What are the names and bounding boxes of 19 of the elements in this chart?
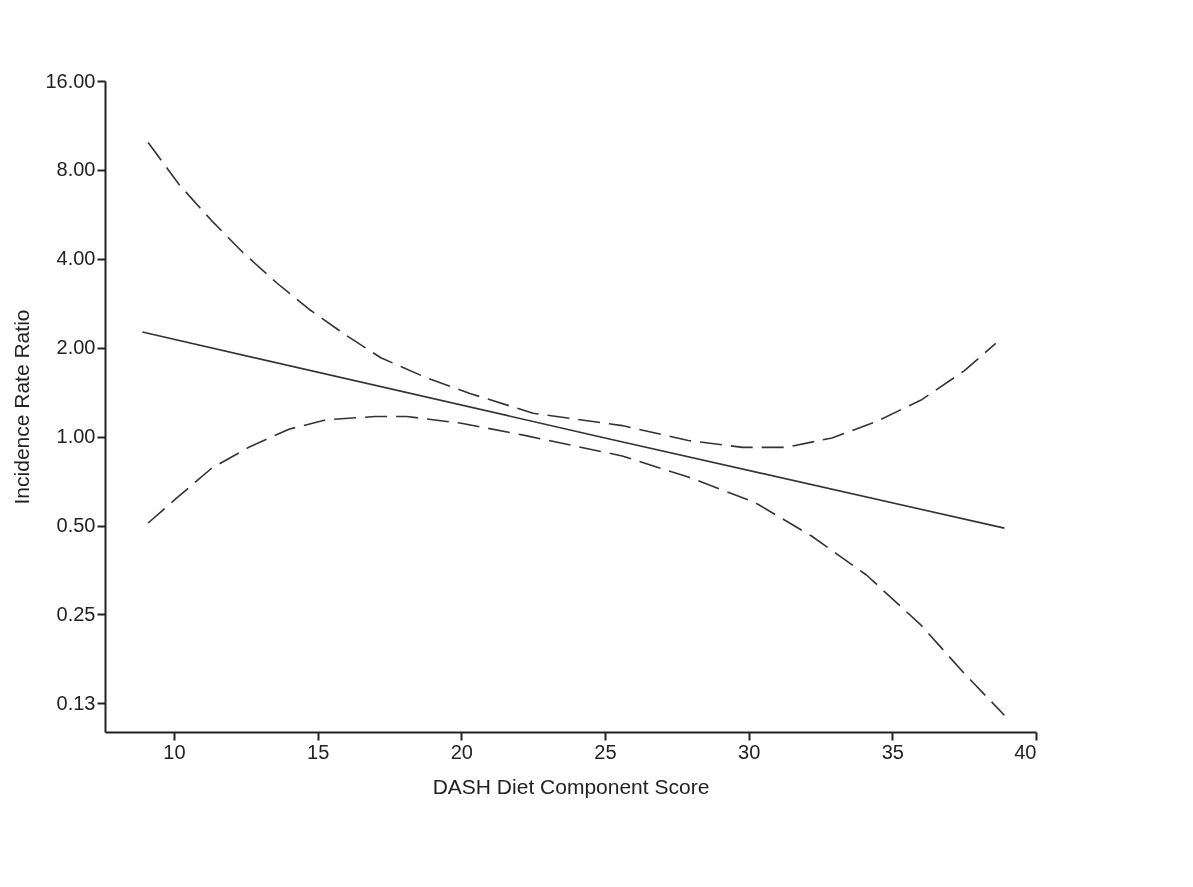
x-axis-title: DASH Diet Component Score: [432, 774, 710, 798]
line-series: [147, 415, 1006, 716]
y-tick-label: 2.00: [56, 336, 96, 359]
x-tick-label: 20: [450, 740, 473, 763]
x-tick-label: 15: [307, 740, 330, 763]
y-tick-label: 4.00: [56, 247, 96, 270]
y-tick-label: 0.50: [56, 514, 96, 537]
y-tick-label: 16.00: [45, 69, 96, 92]
y-axis-title: Incidence Rate Ratio: [10, 309, 34, 505]
x-tick-label: 25: [594, 740, 617, 763]
y-tick-label: 0.13: [56, 691, 96, 714]
y-tick-label: 0.25: [56, 602, 96, 625]
y-tick-label: 1.00: [56, 425, 96, 448]
x-tick-label: 35: [881, 740, 904, 763]
y-tick-label: 8.00: [56, 158, 96, 181]
x-tick-label: 10: [163, 740, 186, 763]
x-tick-label: 40: [1014, 740, 1037, 763]
line-series: [147, 141, 997, 449]
x-tick-label: 30: [738, 740, 761, 763]
